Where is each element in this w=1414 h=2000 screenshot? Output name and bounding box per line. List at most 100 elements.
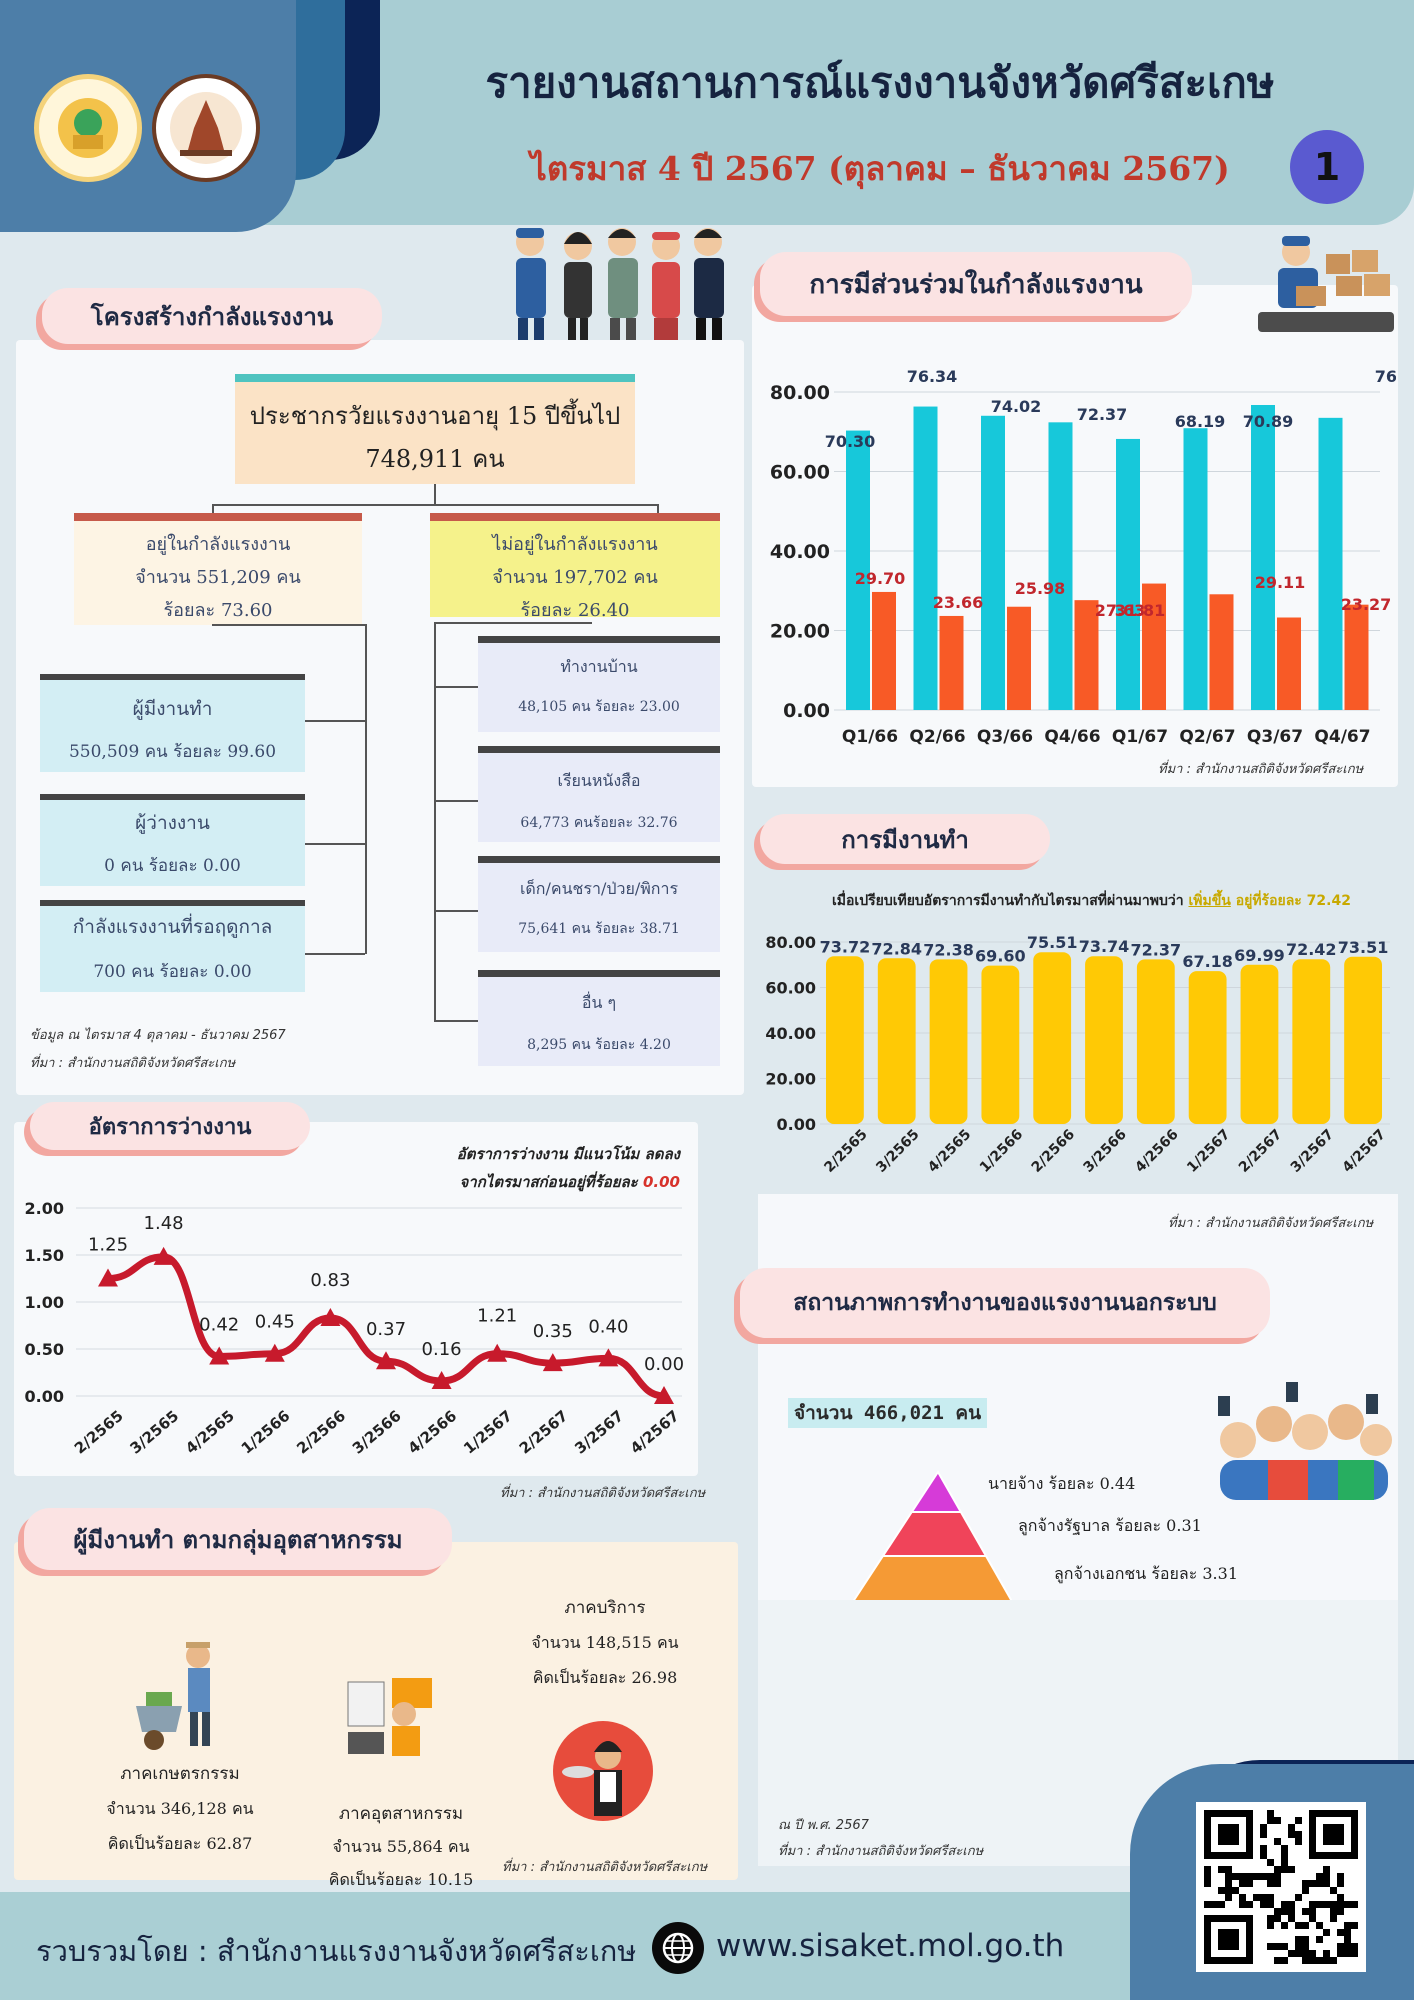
- qr-module: [1281, 1852, 1288, 1859]
- employment-bar: [1240, 964, 1279, 1124]
- qr-module: [1281, 1901, 1288, 1908]
- pyramid-tier: [909, 1470, 963, 1513]
- in-force-label: อยู่ในกำลังแรงงาน: [145, 534, 291, 555]
- qr-module: [1316, 1936, 1323, 1943]
- qr-module: [1281, 1957, 1288, 1964]
- services-block: ภาคบริการ จำนวน 148,515 คน คิดเป็นร้อยละ…: [510, 1594, 700, 1691]
- qr-module: [1274, 1957, 1281, 1964]
- qr-module: [1309, 1957, 1316, 1964]
- qr-module: [1232, 1887, 1239, 1894]
- qr-module: [1225, 1866, 1232, 1873]
- y-tick-label: 0.00: [25, 1387, 64, 1406]
- data-label: 23.66: [933, 593, 984, 612]
- qr-module: [1309, 1901, 1316, 1908]
- agriculture-illustration: [136, 1642, 210, 1750]
- unemployment-source: ที่มา : สำนักงานสถิติจังหวัดศรีสะเกษ: [500, 1486, 706, 1501]
- x-tick-label: Q2/66: [909, 727, 965, 747]
- qr-module: [1281, 1845, 1288, 1852]
- unemployment-chart: 0.00 0.50 1.00 1.50 2.00 1.25 2/2565 1.48 3/2565…: [25, 1199, 685, 1458]
- housework-box: ทำงานบ้าน 48,105 คน ร้อยละ 23.00: [478, 636, 720, 732]
- x-tick-label: Q1/67: [1112, 727, 1168, 747]
- qr-module: [1302, 1943, 1309, 1950]
- data-label: 73.51: [1338, 938, 1389, 957]
- qr-module: [1260, 1873, 1267, 1880]
- y-tick-label: 80.00: [765, 933, 816, 952]
- qr-module: [1323, 1873, 1330, 1880]
- qr-module: [1323, 1950, 1330, 1957]
- qr-module: [1337, 1950, 1344, 1957]
- unemployment-note-line1: อัตราการว่างงาน มีแนวโน้ม ลดลง: [456, 1145, 680, 1163]
- qr-code[interactable]: [1196, 1802, 1366, 1972]
- qr-module: [1288, 1831, 1295, 1838]
- data-label: 1.25: [88, 1235, 128, 1256]
- qr-module: [1295, 1950, 1302, 1957]
- participation-bar: [1251, 404, 1275, 710]
- qr-module: [1267, 1880, 1274, 1887]
- data-label: 75.51: [1027, 933, 1078, 952]
- unemployment-marker: [654, 1386, 674, 1404]
- participation-bar: [913, 406, 938, 710]
- qr-module: [1267, 1922, 1274, 1929]
- pyramid-label: นายจ้าง ร้อยละ 0.44: [988, 1474, 1136, 1493]
- y-tick-label: 0.50: [25, 1340, 64, 1359]
- data-label: 76.34: [907, 367, 958, 386]
- qr-module: [1302, 1880, 1309, 1887]
- qr-module: [1204, 1873, 1211, 1880]
- qr-module: [1344, 1901, 1351, 1908]
- non-participation-bar: [1007, 606, 1031, 710]
- qr-module: [1323, 1957, 1330, 1964]
- y-tick-label: 1.00: [25, 1293, 64, 1312]
- studying-label: เรียนหนังสือ: [557, 771, 641, 790]
- qr-module: [1267, 1873, 1274, 1880]
- qr-module: [1288, 1866, 1295, 1873]
- qr-module: [1274, 1838, 1281, 1845]
- unemployment-marker: [376, 1351, 396, 1370]
- qr-module: [1316, 1901, 1323, 1908]
- qr-module: [1288, 1950, 1295, 1957]
- tree-connector: [434, 800, 478, 802]
- employment-bar: [1085, 956, 1123, 1124]
- qr-module: [1267, 1943, 1274, 1950]
- x-tick-label: 4/2566: [405, 1407, 461, 1458]
- data-label: 76.73: [1375, 367, 1396, 386]
- qr-module: [1316, 1957, 1323, 1964]
- manufacturing-label: ภาคอุตสาหกรรม: [338, 1804, 464, 1824]
- qr-module: [1323, 1901, 1330, 1908]
- qr-module: [1246, 1873, 1253, 1880]
- population-box: ประชากรวัยแรงงานอายุ 15 ปีขึ้นไป 748,911…: [235, 374, 635, 484]
- unemployment-panel: [14, 1122, 698, 1476]
- unemployment-marker: [264, 1343, 285, 1362]
- pyramid-label: ลูกจ้างรัฐบาล ร้อยละ 0.31: [1018, 1516, 1202, 1535]
- non-participation-bar: [1277, 617, 1301, 710]
- y-tick-label: 80.00: [770, 382, 830, 404]
- qr-module: [1260, 1831, 1267, 1838]
- employment-title: การมีงานทำ: [760, 814, 1050, 864]
- data-label: 0.40: [588, 1316, 628, 1337]
- employment-note-prefix: เมื่อเปรียบเทียบอัตราการมีงานทำกับไตรมาส…: [832, 893, 1184, 909]
- page-number-badge: 1: [1290, 130, 1364, 204]
- participation-bar: [846, 430, 870, 710]
- website-link[interactable]: www.sisaket.mol.go.th: [716, 1928, 1065, 1964]
- employment-bar: [1033, 952, 1072, 1124]
- informal-source: ที่มา : สำนักงานสถิติจังหวัดศรีสะเกษ: [778, 1844, 984, 1859]
- employment-note-suffix: อยู่ที่ร้อยละ 72.42: [1235, 893, 1351, 909]
- studying-box: เรียนหนังสือ 64,773 คนร้อยละ 32.76: [478, 746, 720, 842]
- qr-module: [1274, 1908, 1281, 1915]
- x-tick-label: 4/2566: [1132, 1126, 1181, 1175]
- qr-module: [1260, 1901, 1267, 1908]
- qr-module: [1337, 1880, 1344, 1887]
- qr-module: [1211, 1901, 1218, 1908]
- non-participation-bar: [1209, 594, 1234, 710]
- qr-module: [1330, 1908, 1337, 1915]
- agriculture-pct: คิดเป็นร้อยละ 62.87: [107, 1834, 253, 1853]
- qr-module: [1288, 1915, 1295, 1922]
- y-tick-label: 60.00: [765, 979, 816, 998]
- seasonal-label: กำลังแรงงานที่รอฤดูกาล: [72, 916, 273, 938]
- tree-connector: [434, 622, 436, 1020]
- qr-module: [1330, 1957, 1337, 1964]
- employment-bar: [929, 959, 968, 1124]
- qr-module: [1288, 1901, 1295, 1908]
- page-title: รายงานสถานการณ์แรงงานจังหวัดศรีสะเกษ: [485, 58, 1275, 107]
- data-label: 0.00: [644, 1354, 684, 1375]
- qr-module: [1344, 1943, 1351, 1950]
